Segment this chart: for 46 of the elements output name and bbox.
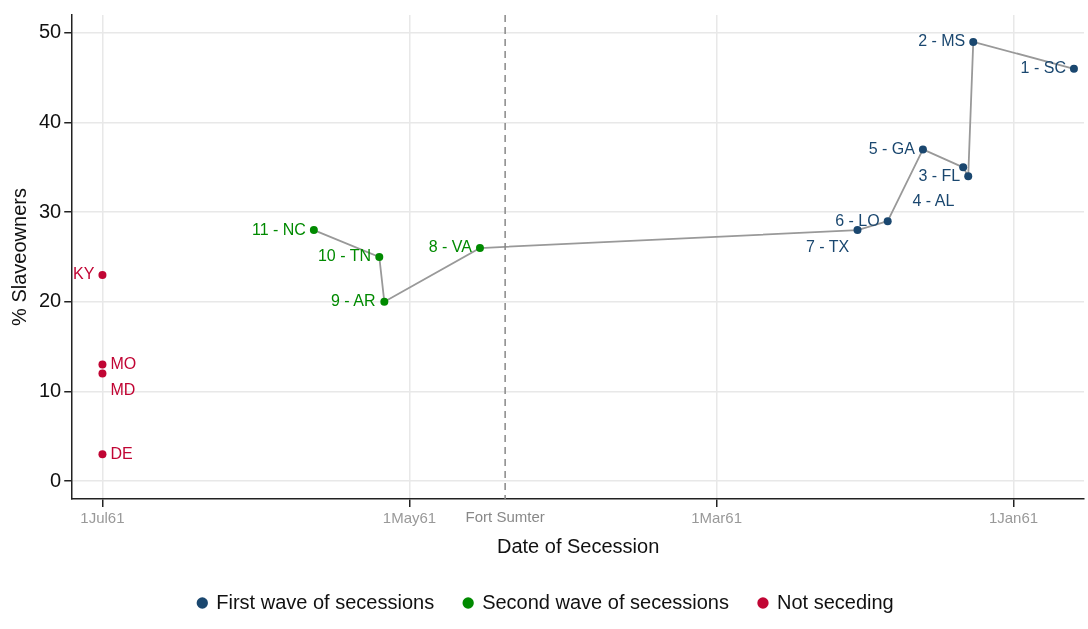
point [883,217,892,226]
point [1069,64,1078,73]
x-axis-title: Date of Secession [496,534,660,557]
point [98,360,107,369]
x-tick-label: 1Jul61 [80,509,125,527]
x-tick-label: 1Mar61 [691,509,742,527]
x-tick-label: 1May61 [382,509,437,527]
y-tick-label: 20 [39,289,62,312]
annotation: 10 - TN [317,247,372,265]
annotation: MD [110,380,136,398]
point [918,145,927,154]
y-tick-label: 0 [50,468,62,491]
legend-label: Not seceding [776,590,894,613]
ref-line-label: Fort Sumter [465,507,545,525]
annotation: KY [73,265,95,283]
annotation: MO [110,354,137,372]
annotation: 4 - AL [912,191,955,209]
annotation: 3 - FL [918,166,961,184]
y-tick-label: 30 [39,199,62,222]
point [964,172,973,181]
y-axis-title: % Slaveowners [7,188,30,326]
annotation: 8 - VA [428,238,473,256]
annotation: 7 - TX [805,237,850,255]
point [375,253,384,261]
x-tick-label: 1Jan61 [988,509,1039,527]
annotation: 11 - NC [251,220,306,238]
point [309,226,318,235]
y-tick-label: 10 [39,378,62,401]
legend-label: First wave of secessions [216,590,435,613]
point [969,37,978,46]
y-tick-label: 50 [39,20,62,43]
point [98,270,107,279]
annotation: 9 - AR [330,292,376,310]
legend-label: Second wave of secessions [482,590,729,613]
annotation: 1 - SC [1020,59,1066,77]
point [380,297,389,306]
point [98,450,107,459]
annotation: 5 - GA [868,139,916,157]
point [853,226,862,235]
annotation: DE [110,444,133,462]
annotation: 2 - MS [918,32,966,50]
y-tick-label: 40 [39,110,62,133]
point [475,244,484,253]
annotation: 6 - LO [835,211,880,229]
point [98,369,107,378]
point [959,163,968,172]
